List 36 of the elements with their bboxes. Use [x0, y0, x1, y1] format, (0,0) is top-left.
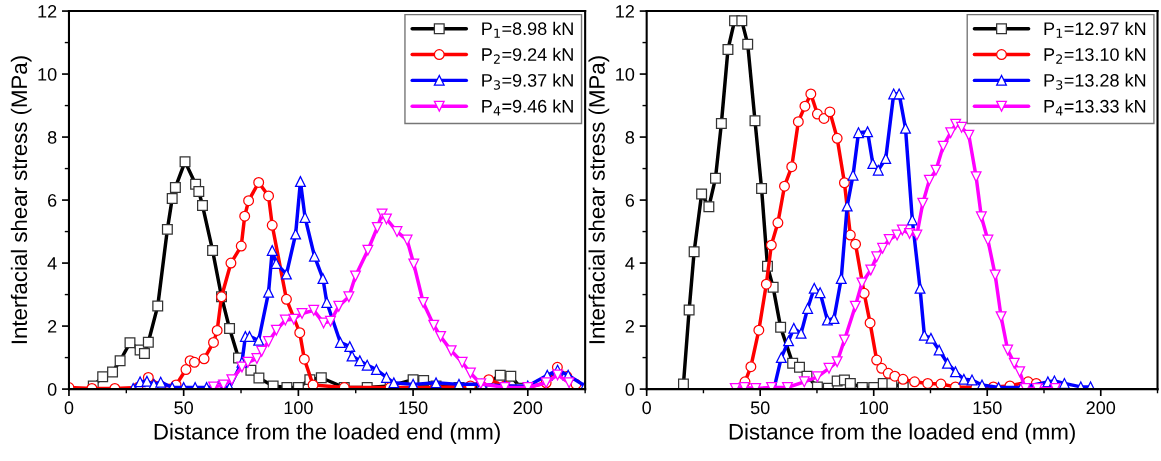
legend-label: P$_{1}$=12.97 kN — [1044, 21, 1146, 38]
x-tick-label: 200 — [513, 401, 543, 415]
legend-label: P$_{2}$=13.10 kN — [1044, 47, 1146, 64]
y-tick-label: 8 — [625, 131, 635, 144]
y-tick-label: 10 — [616, 68, 635, 81]
x-tick-label: 0 — [642, 401, 651, 415]
y-tick-label: 4 — [625, 257, 635, 270]
y-axis-title: Interfacial shear stress (MPa) — [588, 56, 610, 344]
legend-label: P$_{2}$=9.24 kN — [482, 47, 573, 64]
y-tick-label: 0 — [625, 383, 635, 396]
y-tick-label: 8 — [47, 131, 57, 144]
x-tick-label: 200 — [1086, 401, 1116, 415]
y-tick-label: 6 — [48, 194, 57, 207]
legend-label: P$_{3}$=13.28 kN — [1044, 73, 1146, 90]
y-axis-title: Interfacial shear stress (MPa) — [10, 56, 32, 344]
legend-label: P$_{1}$=8.98 kN — [482, 21, 573, 38]
x-tick-label: 50 — [750, 401, 770, 415]
legend-label: P$_{4}$=13.33 kN — [1044, 99, 1146, 116]
x-tick-label: 100 — [860, 401, 889, 415]
x-tick-label: 150 — [973, 401, 1002, 415]
x-tick-label: 0 — [64, 401, 74, 415]
y-tick-label: 12 — [616, 5, 634, 18]
x-tick-label: 150 — [399, 401, 428, 415]
x-axis-title: Distance from the loaded end (mm) — [729, 423, 1075, 444]
y-tick-label: 4 — [47, 257, 57, 270]
legend-label: P$_{4}$=9.46 kN — [482, 99, 573, 116]
x-tick-label: 50 — [174, 401, 194, 415]
x-axis-title: Distance from the loaded end (mm) — [154, 423, 500, 444]
y-tick-label: 12 — [38, 5, 57, 18]
y-tick-label: 6 — [625, 194, 635, 207]
y-tick-label: 0 — [47, 383, 57, 396]
y-tick-label: 10 — [38, 68, 57, 81]
y-tick-label: 2 — [625, 320, 634, 333]
x-tick-label: 100 — [284, 401, 313, 415]
legend-label: P$_{3}$=9.37 kN — [482, 73, 573, 90]
y-tick-label: 2 — [48, 320, 57, 333]
